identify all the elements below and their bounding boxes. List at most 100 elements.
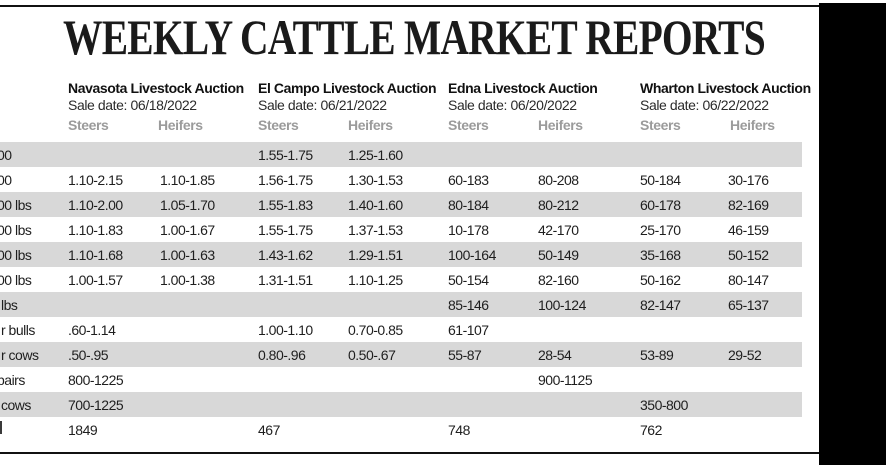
cell-value: 1.55-1.83 <box>258 196 313 213</box>
cell-value: 0.70-0.85 <box>348 321 403 338</box>
table-row: 00 1.55-1.75 1.25-1.60 <box>0 142 802 167</box>
cell-value: 0.80-.96 <box>258 346 306 363</box>
cell-value: 1.00-1.38 <box>160 271 215 288</box>
column-header-steers: Steers <box>448 117 489 133</box>
cell-value: 82-169 <box>728 196 769 213</box>
cell-value: 350-800 <box>640 396 688 413</box>
cell-value: 50-162 <box>640 271 681 288</box>
cell-value: 55-87 <box>448 346 482 363</box>
cell-value: 1.29-1.51 <box>348 246 403 263</box>
cell-value: 50-184 <box>640 171 681 188</box>
cell-value: 28-54 <box>538 346 572 363</box>
cell-value: 1.10-1.85 <box>160 171 215 188</box>
row-label: 00 <box>0 171 12 188</box>
cell-value: 1.55-1.75 <box>258 146 313 163</box>
cell-value: 467 <box>258 421 280 438</box>
cell-value: 80-147 <box>728 271 769 288</box>
row-label: 00 lbs <box>0 196 32 213</box>
table-row: pairs 800-1225 900-1125 <box>0 367 802 392</box>
auction-name: Edna Livestock Auction <box>448 80 598 96</box>
cell-value: 10-178 <box>448 221 489 238</box>
column-header-steers: Steers <box>68 117 109 133</box>
cell-value: 1.31-1.51 <box>258 271 313 288</box>
cell-value: 50-152 <box>728 246 769 263</box>
cell-value: 1.10-2.15 <box>68 171 123 188</box>
column-header-heifers: Heifers <box>348 117 393 133</box>
column-header-steers: Steers <box>640 117 681 133</box>
cell-value: 1.30-1.53 <box>348 171 403 188</box>
cell-value: 900-1125 <box>538 371 593 388</box>
cell-value: 1.00-1.63 <box>160 246 215 263</box>
row-label: r cows <box>1 346 39 363</box>
sale-date: Sale date: 06/20/2022 <box>448 97 577 113</box>
cell-value: .50-.95 <box>68 346 109 363</box>
table-row: lbs 85-146 100-124 82-147 65-137 <box>0 292 802 317</box>
right-black-bar <box>819 3 886 465</box>
cell-value: 42-170 <box>538 221 579 238</box>
cell-value: 25-170 <box>640 221 681 238</box>
auction-header-el-campo: El Campo Livestock Auction Sale date: 06… <box>258 80 458 136</box>
auction-header-edna: Edna Livestock Auction Sale date: 06/20/… <box>448 80 648 136</box>
cell-value: 1.56-1.75 <box>258 171 313 188</box>
cell-value: 30-176 <box>728 171 769 188</box>
row-label: cows <box>1 396 31 413</box>
cell-value: 800-1225 <box>68 371 124 388</box>
table-row: r cows .50-.95 0.80-.96 0.50-.67 55-87 28-54 5… <box>0 342 802 367</box>
cell-value: 1.10-2.00 <box>68 196 123 213</box>
cell-value: 65-137 <box>728 296 769 313</box>
auction-name: Navasota Livestock Auction <box>68 80 244 96</box>
cell-value: 1.00-1.67 <box>160 221 215 238</box>
cell-value: 0.50-.67 <box>348 346 396 363</box>
row-label: pairs <box>0 371 25 388</box>
cell-value: 1.40-1.60 <box>348 196 403 213</box>
row-label: 00 lbs <box>0 271 32 288</box>
cell-value: 1.10-1.68 <box>68 246 123 263</box>
auction-name: Wharton Livestock Auction <box>640 80 811 96</box>
auction-header-navasota: Navasota Livestock Auction Sale date: 06… <box>68 80 268 136</box>
cell-value: 60-183 <box>448 171 489 188</box>
cell-value: 35-168 <box>640 246 681 263</box>
cell-value: 53-89 <box>640 346 674 363</box>
row-label: 00 lbs <box>0 221 32 238</box>
cell-value: 61-107 <box>448 321 489 338</box>
cell-value: 1849 <box>68 421 98 438</box>
column-header-heifers: Heifers <box>538 117 583 133</box>
cell-value: 60-178 <box>640 196 681 213</box>
auction-name: El Campo Livestock Auction <box>258 80 437 96</box>
row-label: 00 <box>0 146 12 163</box>
cell-value: 1.00-1.10 <box>258 321 313 338</box>
table-row: 00 lbs 1.00-1.57 1.00-1.38 1.31-1.51 1.10-1.… <box>0 267 802 292</box>
cell-value: 700-1225 <box>68 396 124 413</box>
row-label: r bulls <box>1 321 35 338</box>
table-row: 00 lbs 1.10-2.00 1.05-1.70 1.55-1.83 1.40-1.… <box>0 192 802 217</box>
bottom-rule-line <box>0 452 819 454</box>
table-row: 00 lbs 1.10-1.68 1.00-1.63 1.43-1.62 1.29-1.… <box>0 242 802 267</box>
cell-value: 80-184 <box>448 196 489 213</box>
cell-value: 29-52 <box>728 346 762 363</box>
cell-value: .60-1.14 <box>68 321 116 338</box>
row-label: lbs <box>1 296 18 313</box>
cell-value: 748 <box>448 421 470 438</box>
table-row: 1849 467 748 762 <box>0 417 802 442</box>
cell-value: 80-212 <box>538 196 579 213</box>
cell-value: 100-124 <box>538 296 586 313</box>
column-header-heifers: Heifers <box>158 117 203 133</box>
cell-value: 1.55-1.75 <box>258 221 313 238</box>
cell-value: 50-154 <box>448 271 489 288</box>
cell-value: 82-147 <box>640 296 681 313</box>
auction-header-wharton: Wharton Livestock Auction Sale date: 06/… <box>640 80 840 136</box>
cell-value: 50-149 <box>538 246 579 263</box>
column-header-heifers: Heifers <box>730 117 775 133</box>
cell-value: 1.00-1.57 <box>68 271 123 288</box>
cell-value: 1.37-1.53 <box>348 221 403 238</box>
table-row: 00 1.10-2.15 1.10-1.85 1.56-1.75 1.30-1.53 60… <box>0 167 802 192</box>
page-title: WEEKLY CATTLE MARKET REPORTS <box>63 9 766 65</box>
table-row: cows 700-1225 350-800 <box>0 392 802 417</box>
sale-date: Sale date: 06/18/2022 <box>68 97 197 113</box>
cell-value: 80-208 <box>538 171 579 188</box>
cell-value: 762 <box>640 421 662 438</box>
top-rule-line <box>0 5 819 7</box>
cell-value: 1.43-1.62 <box>258 246 313 263</box>
cell-value: 82-160 <box>538 271 579 288</box>
